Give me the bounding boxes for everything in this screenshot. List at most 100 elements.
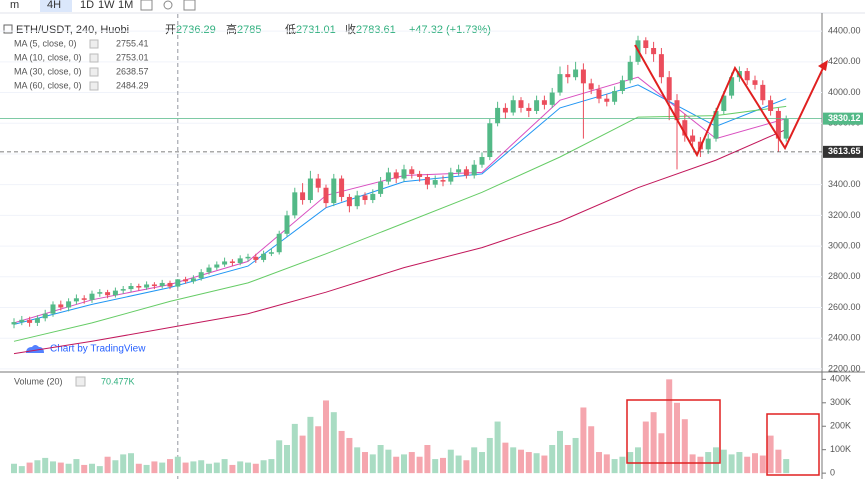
icon[interactable] [183,0,196,11]
candle-body [573,69,579,78]
volume-bar [260,460,267,474]
collapse-icon[interactable] [3,24,13,34]
candle-body [190,278,196,282]
candle-body [300,192,306,201]
candle-body [463,169,469,176]
watermark: Chart by TradingView [50,344,146,355]
candle-body [705,138,711,150]
volume-bar [455,455,462,474]
volume-bar [159,462,166,474]
volume-bar [486,437,493,474]
volume-bar [611,459,618,474]
volume-bar [494,421,501,474]
volume-bar [73,459,80,474]
volume-bar [65,463,72,474]
candle-body [268,252,274,254]
candle-body [245,256,251,259]
icon[interactable] [89,53,99,63]
candle-body [440,180,446,182]
ohlc-label: 低 [285,23,296,36]
interval[interactable]: 1W [98,0,115,11]
candle-body [565,74,571,78]
candle-body [276,233,282,253]
volume-bar [681,419,688,474]
ma-name: MA (10, close, 0) [14,52,82,62]
candle-body [175,279,181,287]
volume-bar [307,416,314,474]
price-tag [823,112,863,125]
candle-body [557,74,563,93]
volume-bar [299,435,306,474]
candle-body [214,264,220,268]
volume-bar [11,463,17,474]
y-tick-label: 0 [830,468,835,478]
volume-bar [323,400,329,474]
candle-body [292,192,298,216]
candle-body [518,100,524,108]
candle-body [136,286,142,288]
y-tick-label: 2400.00 [828,333,861,343]
candle-body [120,289,126,291]
volume-bar [128,453,134,474]
y-tick-label: 4200.00 [828,56,861,66]
candle-body [34,318,40,323]
interval[interactable]: 1M [118,0,133,11]
y-tick-label: 3000.00 [828,240,861,250]
candle-body [729,77,735,96]
volume-bar [689,454,696,474]
candle-body [666,77,672,101]
candle-body [378,181,384,194]
candle-body [417,173,423,177]
icon[interactable] [75,376,86,387]
candle-body [448,172,454,182]
volume-bar [96,466,103,474]
candle-body [424,176,430,185]
ohlc-label: 开 [165,24,176,36]
candle-body [315,178,321,188]
volume-bar [619,456,626,474]
interval[interactable]: 4H [47,0,61,11]
candle-body [183,279,189,282]
volume-bar [362,452,368,474]
volume-bar [245,462,251,474]
ma-line [13,105,787,342]
candle-body [768,100,774,111]
volume-bar [658,433,665,474]
candle-body [128,286,134,290]
icon[interactable] [89,39,99,49]
ma-name: MA (30, close, 0) [14,66,82,76]
volume-bar [112,460,119,474]
volume-bar [752,453,758,474]
ohlc-value: 2731.01 [296,24,336,36]
volume-bar [767,435,774,474]
candle-body [105,292,111,296]
y-tick-label: 400K [830,374,851,384]
volume-bar [338,430,345,474]
candle-body [27,319,33,323]
y-tick-label: 4400.00 [828,25,861,35]
candle-body [112,290,118,296]
icon[interactable] [89,67,99,77]
volume-bar [276,440,283,474]
ma-value: 2638.57 [116,66,149,76]
candle-body [612,91,618,102]
volume-bar [596,452,602,474]
interval[interactable]: 1D [80,0,94,11]
candle-body [198,272,204,279]
volume-bar [206,463,212,474]
icon[interactable] [163,0,173,10]
candle-body [502,107,508,113]
volume-bar [525,452,532,474]
y-tick-label: 100K [830,444,851,454]
volume-bar [143,464,150,474]
candle-body [526,107,532,111]
volume-bar [42,457,49,474]
volume-bar [447,449,454,474]
icon[interactable] [140,0,153,11]
interval-menu[interactable]: m [10,0,19,11]
ma-name: MA (60, close, 0) [14,80,82,90]
volume-bar [572,437,579,474]
volume-bar [182,462,189,474]
icon[interactable] [89,81,99,91]
